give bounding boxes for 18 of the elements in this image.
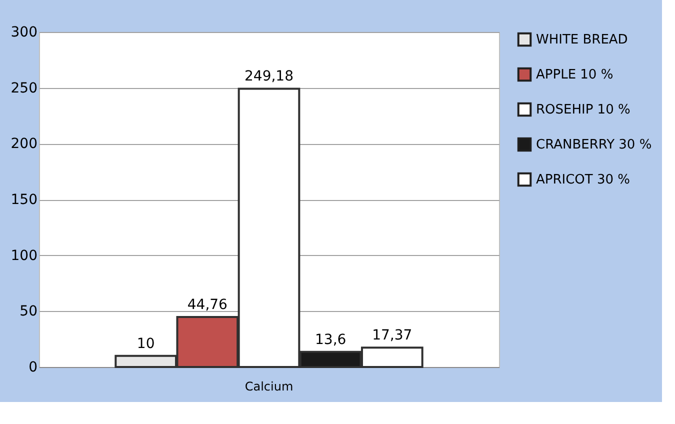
x-tick-label: Calcium	[244, 380, 294, 394]
data-label: 17,37	[372, 328, 412, 344]
y-tick-label: 200	[10, 136, 38, 152]
legend-label: CRANBERRY 30 %	[536, 138, 652, 152]
data-label: 44,76	[187, 297, 228, 314]
y-tick-label: 300	[10, 24, 38, 40]
legend-label: WHITE BREAD	[536, 32, 628, 48]
y-tick-label: 150	[10, 192, 38, 208]
y-tick-label: 50	[20, 304, 38, 320]
y-tick-label: 0	[28, 360, 38, 376]
legend-label: APRICOT 30 %	[536, 172, 630, 188]
y-tick-label: 100	[10, 248, 38, 264]
legend-label: ROSEHIP 10 %	[536, 102, 630, 118]
legend-label: APPLE 10 %	[536, 68, 614, 82]
y-tick-label: 250	[10, 80, 38, 96]
data-label: 249,18	[244, 68, 294, 85]
data-label: 10	[136, 336, 155, 352]
data-label: 13,6	[314, 332, 346, 348]
